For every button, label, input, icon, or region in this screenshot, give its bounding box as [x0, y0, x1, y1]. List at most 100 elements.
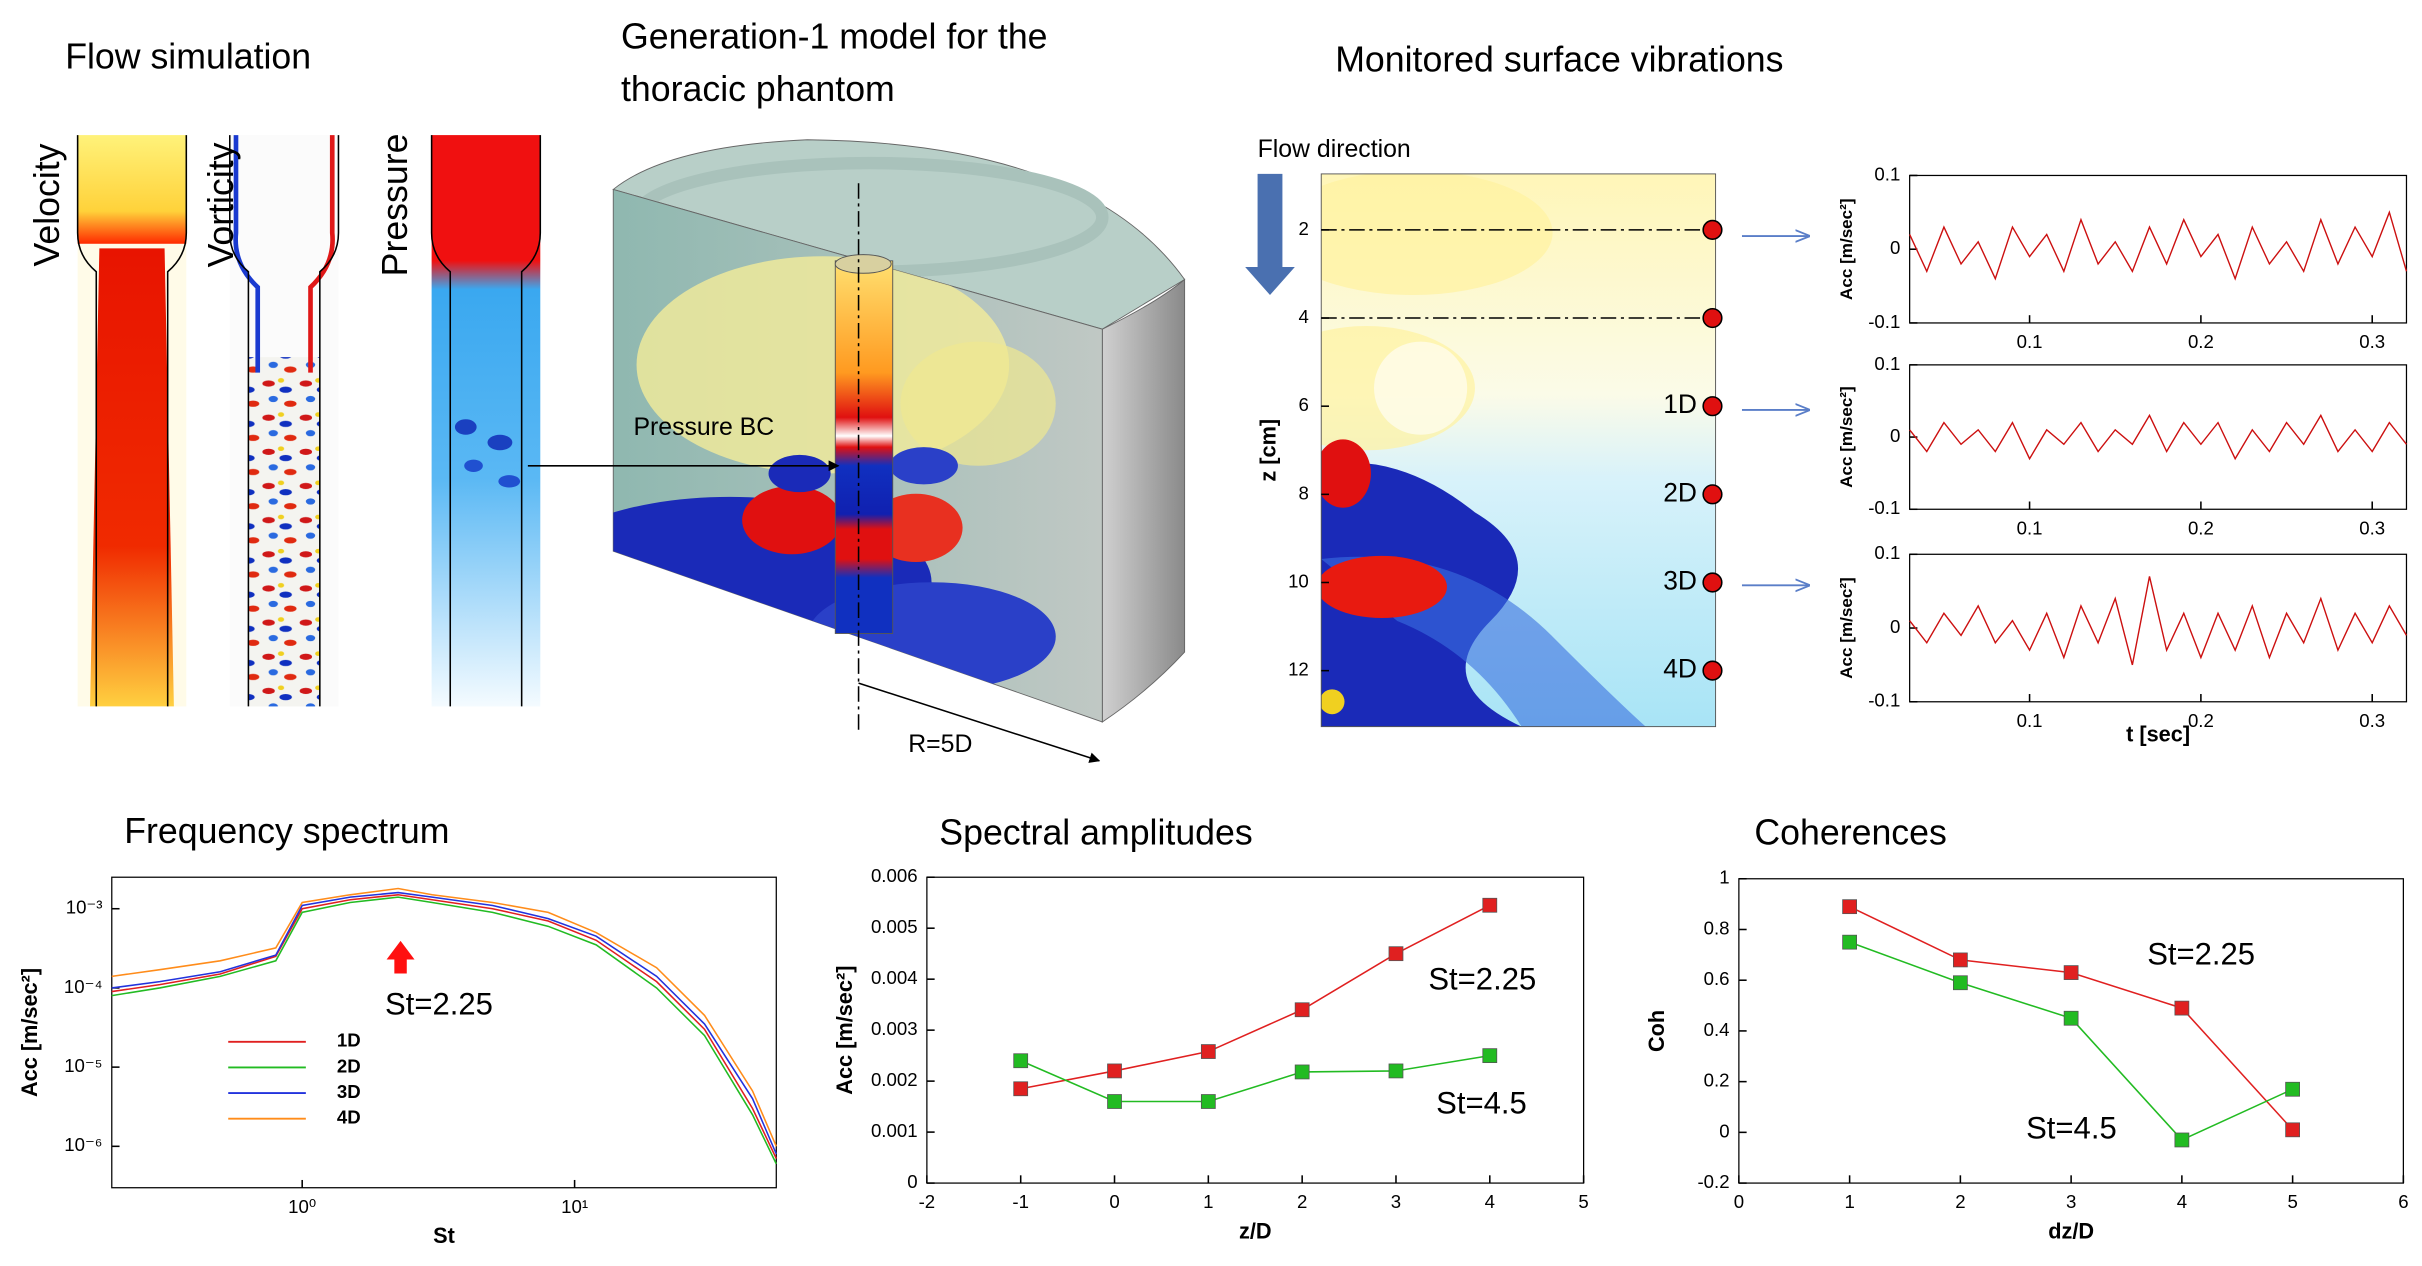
marker [1107, 1094, 1122, 1109]
annotation: St=4.5 [1436, 1086, 1527, 1121]
series-line [111, 887, 777, 1147]
y-tick-label: 0 [1890, 237, 1900, 258]
marker [1842, 899, 1857, 915]
probe-label: 3D [1663, 565, 1697, 595]
legend-label: 4D [337, 1107, 361, 1128]
y-axis-label: Acc [m/sec²] [17, 968, 42, 1097]
x-tick-label: 0.3 [2359, 331, 2385, 352]
marker [2285, 1081, 2300, 1097]
marker [2285, 1122, 2300, 1138]
marker [1200, 1094, 1216, 1109]
x-tick-label: 0 [1109, 1191, 1119, 1212]
annotation-arrow [386, 940, 415, 974]
y-tick-label: 0.8 [1704, 917, 1730, 938]
legend-label: 3D [337, 1081, 361, 1102]
probe [1702, 396, 1723, 417]
probe [1702, 219, 1723, 240]
x-tick-label: 0.3 [2359, 517, 2385, 538]
y-tick-label: 0.003 [871, 1018, 918, 1039]
y-tick-label: 0 [1890, 616, 1900, 637]
y-axis-label: Acc [m/sec²] [1837, 577, 1856, 678]
y-tick-label: 0.1 [1874, 542, 1900, 563]
marker [1013, 1081, 1029, 1097]
probe [1702, 307, 1723, 329]
marker [1482, 1048, 1498, 1064]
chart-title: Frequency spectrum [124, 811, 449, 851]
x-tick-label: 0.1 [2017, 710, 2043, 731]
probe [1702, 572, 1723, 593]
vorticity-image [229, 135, 340, 707]
marker [1842, 934, 1857, 950]
y-tick-label: 10⁻⁴ [64, 976, 103, 997]
chart-title: Spectral amplitudes [939, 813, 1252, 853]
marker [1952, 975, 1968, 991]
panel-title: Flow simulation [65, 36, 311, 76]
x-tick-label: 3 [2066, 1191, 2076, 1212]
pressure-image [430, 135, 542, 707]
chart-title: Coherences [1754, 813, 1946, 853]
x-tick-label: 0.2 [2188, 710, 2214, 731]
x-tick-label: 4 [1485, 1191, 1495, 1212]
annotation: R=5D [908, 731, 972, 758]
x-tick-label: 6 [2398, 1191, 2408, 1212]
series-line [1020, 904, 1491, 1090]
y-tick-label: 0.006 [871, 865, 918, 886]
series-line [1909, 210, 2408, 281]
x-tick-label: 2 [1297, 1191, 1307, 1212]
x-tick-label: 0.3 [2359, 710, 2385, 731]
x-tick-label: -1 [1012, 1191, 1029, 1212]
marker [1952, 952, 1968, 968]
annotation: Flow direction [1258, 136, 1411, 163]
x-tick-label: 5 [1578, 1191, 1588, 1212]
probe-label: 1D [1663, 389, 1697, 419]
probe [1702, 484, 1723, 505]
y-tick-label: -0.1 [1868, 497, 1900, 518]
flow-arrow [1245, 173, 1295, 296]
column-label: Velocity [27, 143, 67, 266]
x-tick-label: 1 [1844, 1191, 1854, 1212]
annotation: St=4.5 [2026, 1110, 2117, 1145]
y-tick-label: 0.001 [871, 1120, 918, 1141]
x-tick-label: 3 [1391, 1191, 1401, 1212]
y-axis-label: Coh [1644, 1010, 1669, 1052]
x-tick-label: 4 [2177, 1191, 2187, 1212]
x-tick-label: 0.1 [2017, 331, 2043, 352]
x-axis-label: t [sec] [2126, 722, 2190, 747]
plot-frame [111, 876, 777, 1189]
x-tick-label: 5 [2287, 1191, 2297, 1212]
marker [1388, 946, 1404, 962]
velocity-image [76, 135, 188, 707]
contour-image [1321, 173, 1716, 727]
marker [1482, 897, 1498, 913]
panel-title: thoracic phantom [621, 69, 895, 109]
probe [1702, 660, 1723, 681]
x-tick-label: 0.1 [2017, 517, 2043, 538]
y-tick-label: 0.2 [1704, 1070, 1730, 1091]
column-label: Vorticity [201, 142, 241, 267]
y-tick-label: 0.005 [871, 916, 918, 937]
x-tick-label: 1 [1203, 1191, 1213, 1212]
y-tick-label: 10 [1288, 570, 1309, 591]
x-axis-label: dz/D [2048, 1218, 2094, 1243]
y-tick-label: 12 [1288, 659, 1309, 680]
y-tick-label: 0.1 [1874, 353, 1900, 374]
y-tick-label: -0.1 [1868, 311, 1900, 332]
phantom-model [527, 139, 1186, 763]
y-tick-label: 0.004 [871, 967, 918, 988]
probe-arrows [1741, 236, 1809, 585]
series-line [1909, 576, 2408, 666]
y-tick-label: 0.6 [1704, 968, 1730, 989]
x-tick-label: 10⁰ [288, 1196, 316, 1217]
y-axis-label: Acc [m/sec²] [1837, 386, 1856, 487]
annotation: St=2.25 [2147, 937, 2255, 972]
chart-title: Monitored surface vibrations [1335, 40, 1783, 80]
legend-label: 1D [337, 1030, 361, 1051]
marker [1200, 1044, 1216, 1059]
plot-frame [1909, 553, 2408, 703]
legend-label: 2D [337, 1055, 361, 1076]
y-tick-label: 2 [1298, 218, 1308, 239]
x-tick-label: 0.2 [2188, 331, 2214, 352]
marker [1294, 1064, 1310, 1080]
y-tick-label: 1 [1719, 867, 1729, 888]
